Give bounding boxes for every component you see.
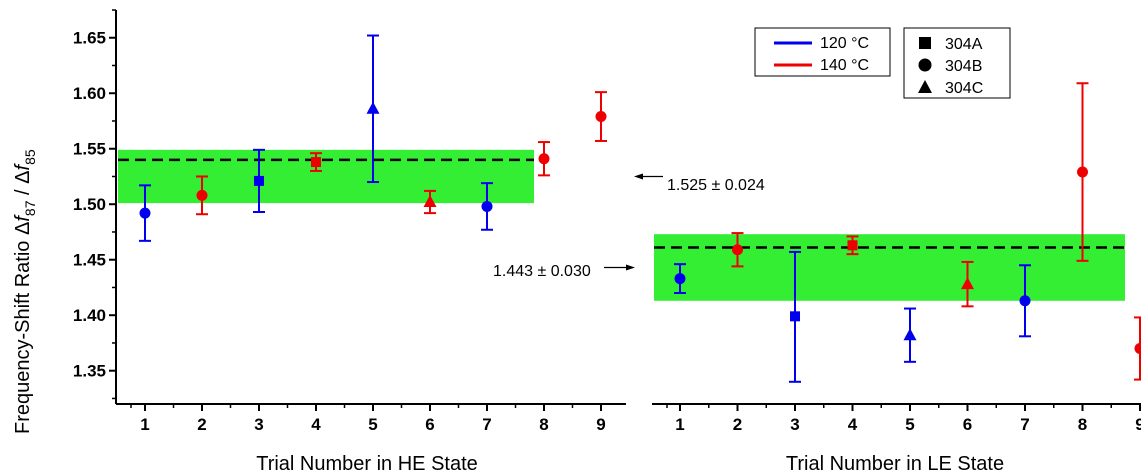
axis-labels: Frequency-Shift Ratio Δf87 / Δf85 Trial … <box>12 149 1004 475</box>
x-tick-label: 2 <box>197 415 206 434</box>
x-tick-label: 5 <box>368 415 377 434</box>
data-point <box>310 152 322 172</box>
x-tick-label: 3 <box>254 415 263 434</box>
x-tick-label: 9 <box>1135 415 1141 434</box>
data-point <box>538 141 550 177</box>
y-tick-label: 1.65 <box>73 29 106 48</box>
legend: 120 °C 140 °C 304A 304B 304C <box>754 27 1011 99</box>
y-tick-label: 1.60 <box>73 84 106 103</box>
y-tick-label: 1.35 <box>73 362 106 381</box>
legend-temp-label: 120 °C <box>820 35 869 52</box>
legend-temp-label: 140 °C <box>820 57 869 74</box>
x-tick-label: 6 <box>963 415 972 434</box>
he-band <box>118 149 534 204</box>
x-tick-label: 7 <box>482 415 491 434</box>
legend-marker-triangle <box>918 80 932 93</box>
marker-circle <box>1019 295 1031 307</box>
data-point <box>1019 264 1031 338</box>
y-tick-label: 1.45 <box>73 251 106 270</box>
legend-sample-label: 304B <box>945 58 982 75</box>
data-point <box>253 148 265 213</box>
x-tick-label: 7 <box>1020 415 1029 434</box>
temp-legend-box <box>754 27 891 77</box>
marker-circle <box>1077 166 1088 178</box>
marker-square <box>790 311 800 322</box>
y-tick-label: 1.40 <box>73 306 106 325</box>
marker-circle <box>1134 343 1141 355</box>
legend-marker-square <box>919 37 931 49</box>
marker-circle <box>196 189 208 201</box>
x-tick-label: 1 <box>675 415 684 434</box>
marker-square <box>254 175 264 186</box>
he-annotation-arrowhead <box>634 173 643 180</box>
data-point <box>674 263 686 295</box>
marker-circle <box>674 273 686 285</box>
marker-square <box>847 240 858 251</box>
marker-triangle <box>903 328 917 341</box>
data-point <box>1134 316 1141 381</box>
data-point <box>366 34 380 184</box>
legend-marker-circle <box>918 58 932 72</box>
x-tick-label: 8 <box>1078 415 1087 434</box>
x-tick-label: 4 <box>311 415 321 434</box>
data-point <box>846 235 859 256</box>
marker-triangle <box>423 195 437 208</box>
x-tick-label: 5 <box>905 415 914 434</box>
data-point <box>1076 82 1089 262</box>
marker-triangle <box>366 101 380 114</box>
data-point <box>481 182 493 231</box>
he-band-annotation: 1.525 ± 0.024 <box>667 177 765 194</box>
data-marks <box>139 34 1141 383</box>
x-axis-label-le: Trial Number in LE State <box>786 453 1004 475</box>
le-band-annotation: 1.443 ± 0.030 <box>493 263 591 280</box>
uncertainty-bands <box>118 149 1125 301</box>
data-point <box>961 260 974 308</box>
x-tick-label: 6 <box>425 415 434 434</box>
band-annotations: 1.525 ± 0.024 1.443 ± 0.030 <box>493 173 765 280</box>
data-point <box>789 250 801 383</box>
axes: 1 2 3 4 5 6 7 8 9 1.35 1.40 1.45 1.50 1.55 1.60 1.65 1 2 3… <box>73 9 1141 434</box>
x-axis-label-he: Trial Number in HE State <box>256 453 478 475</box>
le-band <box>654 234 1125 301</box>
y-tick-label: 1.50 <box>73 195 106 214</box>
x-tick-label: 3 <box>790 415 799 434</box>
marker-circle <box>595 111 607 123</box>
data-point <box>139 184 151 242</box>
marker-triangle <box>961 277 974 290</box>
marker-circle <box>481 200 493 212</box>
marker-circle <box>732 244 743 256</box>
marker-square <box>311 157 321 168</box>
data-point <box>903 307 917 363</box>
x-tick-label: 8 <box>539 415 548 434</box>
x-tick-label: 1 <box>140 415 149 434</box>
data-point <box>196 175 208 216</box>
data-point <box>423 189 437 215</box>
x-tick-label: 9 <box>596 415 605 434</box>
data-point <box>731 232 744 268</box>
x-tick-label: 2 <box>733 415 742 434</box>
legend-sample-label: 304A <box>945 36 983 53</box>
marker-circle <box>139 207 151 219</box>
data-point <box>595 91 607 142</box>
marker-circle <box>538 153 550 165</box>
x-tick-label: 4 <box>848 415 858 434</box>
y-axis-label: Frequency-Shift Ratio Δf87 / Δf85 <box>12 149 38 434</box>
le-annotation-arrowhead <box>626 264 635 271</box>
legend-sample-label: 304C <box>945 80 983 97</box>
y-tick-label: 1.55 <box>73 140 106 159</box>
